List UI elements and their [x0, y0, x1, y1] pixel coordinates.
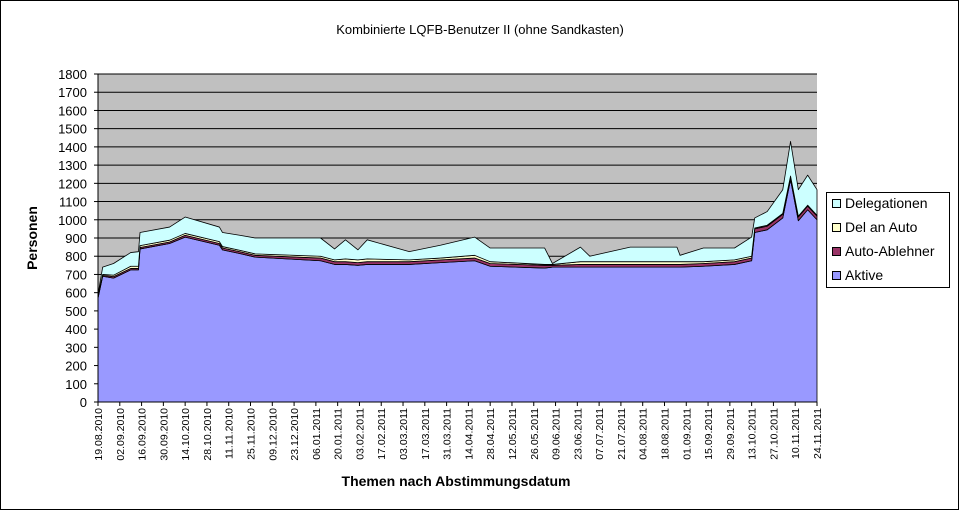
- legend-label: Delegationen: [845, 195, 928, 211]
- y-tick-label: 1100: [59, 195, 87, 210]
- x-tick-label: 24.11.2011: [812, 408, 824, 459]
- y-tick-label: 800: [65, 249, 87, 264]
- y-tick-label: 1000: [58, 213, 87, 228]
- x-tick-label: 02.09.2010: [115, 408, 127, 461]
- x-tick-label: 29.09.2011: [725, 408, 737, 460]
- x-tick-label: 26.05.2011: [529, 408, 541, 460]
- y-tick-label: 1300: [58, 158, 87, 173]
- y-tick-label: 1800: [58, 67, 87, 82]
- legend-item: Delegationen: [832, 195, 928, 211]
- y-axis-ticks: 0 100 200 300 400 500 600 700 800 900 1000 1100 1200…: [58, 67, 98, 410]
- x-tick-label: 12.05.2011: [507, 408, 519, 460]
- y-tick-label: 600: [65, 286, 87, 301]
- legend-swatch: [832, 223, 841, 232]
- x-tick-label: 06.01.2011: [311, 408, 323, 460]
- y-tick-label: 1500: [58, 122, 87, 137]
- y-tick-label: 1400: [58, 140, 87, 155]
- x-axis-ticks: 19.08.2010 02.09.2010 16.09.2010 30.09.2010…: [93, 402, 824, 461]
- legend: Delegationen Del an Auto Auto-Ablehner Akti…: [826, 192, 950, 288]
- chart-title: Kombinierte LQFB-Benutzer II (ohne Sandk…: [336, 22, 624, 37]
- y-tick-label: 1200: [58, 176, 87, 191]
- y-tick-label: 200: [65, 359, 87, 374]
- x-tick-label: 03.02.2011: [354, 408, 366, 460]
- y-tick-label: 500: [65, 304, 87, 319]
- legend-swatch: [832, 199, 841, 208]
- legend-label: Del an Auto: [845, 219, 918, 235]
- legend-swatch: [832, 247, 841, 256]
- x-tick-label: 31.03.2011: [442, 408, 454, 460]
- x-tick-label: 18.08.2011: [659, 408, 671, 460]
- x-tick-label: 07.07.2011: [594, 408, 606, 460]
- x-tick-label: 28.10.2010: [202, 408, 214, 461]
- y-tick-label: 100: [65, 377, 87, 392]
- x-tick-label: 27.10.2011: [768, 408, 780, 460]
- legend-label: Auto-Ablehner: [845, 243, 935, 259]
- x-tick-label: 28.04.2011: [485, 408, 497, 460]
- x-tick-label: 23.06.2011: [572, 408, 584, 460]
- y-tick-label: 1700: [58, 85, 87, 100]
- y-axis-title: Personen: [24, 206, 40, 270]
- x-tick-label: 25.11.2010: [246, 408, 258, 460]
- x-tick-label: 04.08.2011: [638, 408, 650, 460]
- x-tick-label: 01.09.2011: [681, 408, 693, 460]
- area-delegationen: [97, 141, 818, 297]
- x-tick-label: 11.11.2010: [224, 408, 236, 459]
- x-tick-label: 19.08.2010: [93, 408, 105, 461]
- x-tick-label: 09.12.2010: [267, 408, 279, 461]
- legend-label: Aktive: [845, 267, 883, 283]
- x-tick-label: 14.04.2011: [463, 408, 475, 460]
- legend-swatch: [832, 271, 841, 280]
- x-tick-label: 17.03.2011: [420, 408, 432, 460]
- x-axis-title: Themen nach Abstimmungsdatum: [342, 473, 571, 489]
- x-tick-label: 21.07.2011: [616, 408, 628, 460]
- x-tick-label: 23.12.2010: [289, 408, 301, 461]
- x-tick-label: 16.09.2010: [137, 408, 149, 461]
- x-tick-label: 14.10.2010: [180, 408, 192, 461]
- legend-item: Auto-Ablehner: [832, 243, 935, 259]
- x-tick-label: 13.10.2011: [747, 408, 759, 460]
- x-tick-label: 10.11.2011: [790, 408, 802, 459]
- x-tick-label: 15.09.2011: [703, 408, 715, 460]
- x-tick-label: 03.03.2011: [398, 408, 410, 460]
- y-tick-label: 300: [65, 340, 87, 355]
- legend-item: Aktive: [832, 267, 883, 283]
- x-tick-label: 17.02.2011: [376, 408, 388, 460]
- legend-box: [826, 192, 950, 288]
- legend-item: Del an Auto: [832, 219, 918, 235]
- y-tick-label: 400: [65, 322, 87, 337]
- y-tick-label: 700: [65, 267, 87, 282]
- y-tick-label: 0: [80, 395, 87, 410]
- x-tick-label: 30.09.2010: [158, 408, 170, 461]
- x-tick-label: 20.01.2011: [333, 408, 345, 460]
- x-tick-label: 09.06.2011: [551, 408, 563, 460]
- y-tick-label: 900: [65, 231, 87, 246]
- y-tick-label: 1600: [58, 103, 87, 118]
